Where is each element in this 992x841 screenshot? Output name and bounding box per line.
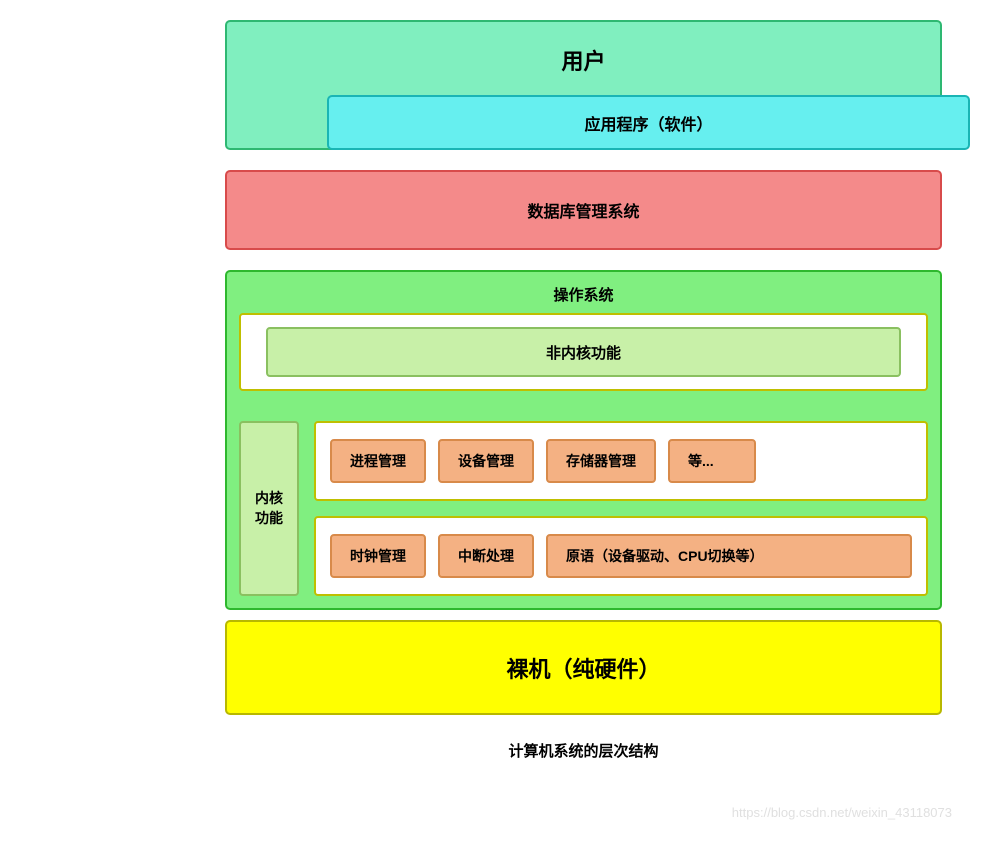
application-label: 应用程序（软件） <box>584 111 712 135</box>
dbms-label: 数据库管理系统 <box>527 198 639 222</box>
os-layer: 操作系统 非内核功能 内核 功能 进程管理 设备管理 存储器管理 等... 时钟… <box>225 270 942 610</box>
kernel-label: 内核 功能 <box>239 421 299 596</box>
nonkernel-label: 非内核功能 <box>546 342 621 363</box>
kernel-item-device: 设备管理 <box>438 439 534 483</box>
nonkernel-box: 非内核功能 <box>266 327 901 377</box>
user-layer: 用户 应用程序（软件） <box>225 20 942 150</box>
nonkernel-wrap: 非内核功能 <box>239 313 928 391</box>
kernel-right: 进程管理 设备管理 存储器管理 等... 时钟管理 中断处理 原语（设备驱动、C… <box>314 421 928 596</box>
kernel-item-primitive: 原语（设备驱动、CPU切换等） <box>546 534 912 578</box>
baremetal-layer: 裸机（纯硬件） <box>225 620 942 715</box>
user-label: 用户 <box>561 49 605 74</box>
baremetal-label: 裸机（纯硬件） <box>506 652 660 684</box>
kernel-item-interrupt: 中断处理 <box>438 534 534 578</box>
application-layer: 应用程序（软件） <box>327 95 970 150</box>
kernel-item-process: 进程管理 <box>330 439 426 483</box>
kernel-group-2: 时钟管理 中断处理 原语（设备驱动、CPU切换等） <box>314 516 928 596</box>
diagram-title: 计算机系统的层次结构 <box>225 740 942 761</box>
dbms-layer: 数据库管理系统 <box>225 170 942 250</box>
kernel-item-storage: 存储器管理 <box>546 439 656 483</box>
watermark: https://blog.csdn.net/weixin_43118073 <box>732 805 952 820</box>
kernel-row: 内核 功能 进程管理 设备管理 存储器管理 等... 时钟管理 中断处理 原语（… <box>239 421 928 596</box>
diagram-container: 用户 应用程序（软件） 数据库管理系统 操作系统 非内核功能 内核 功能 进程管… <box>0 0 992 781</box>
kernel-item-clock: 时钟管理 <box>330 534 426 578</box>
kernel-item-etc: 等... <box>668 439 756 483</box>
os-label: 操作系统 <box>239 284 928 305</box>
kernel-group-1: 进程管理 设备管理 存储器管理 等... <box>314 421 928 501</box>
